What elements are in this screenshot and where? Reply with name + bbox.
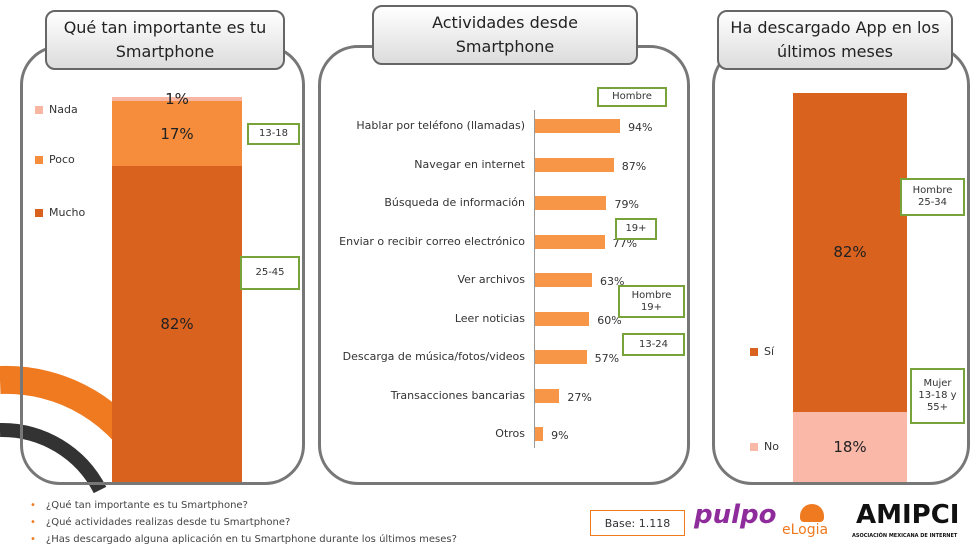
data-label: 94%: [628, 121, 653, 134]
category-label: Otros: [495, 427, 525, 440]
question: ¿Qué actividades realizas desde tu Smart…: [30, 517, 290, 528]
logo-subtitle: ASOCIACIÓN MEXICANA DE INTERNET: [852, 533, 958, 539]
legend-swatch: [750, 348, 758, 356]
callout: Hombre 25-34: [900, 178, 965, 216]
data-label: 17%: [160, 124, 194, 143]
question: ¿Qué tan importante es tu Smartphone?: [30, 500, 248, 511]
category-label: Enviar o recibir correo electrónico: [339, 234, 525, 248]
logo: eLogia: [782, 522, 829, 538]
data-label: 9%: [551, 429, 569, 442]
data-label: 87%: [621, 159, 647, 173]
logo: pulpo: [694, 500, 777, 530]
bar: [535, 119, 621, 133]
data-label: 60%: [597, 313, 622, 327]
legend-swatch: [35, 106, 43, 114]
legend-swatch: [750, 443, 758, 451]
logo-icon: [800, 504, 824, 522]
data-label: 82%: [833, 243, 867, 262]
callout: 13-24: [622, 333, 685, 356]
callout: 25-45: [240, 256, 300, 290]
data-label: 63%: [600, 275, 625, 288]
callout: Mujer 13-18 y 55+: [910, 368, 965, 424]
data-label: 27%: [567, 390, 592, 404]
category-label: Leer noticias: [454, 311, 525, 325]
bar-segment: [112, 100, 242, 167]
callout: Hombre 19+: [618, 285, 685, 318]
callout: 19+: [615, 218, 657, 240]
bar: [535, 388, 560, 403]
legend-label: Nada: [49, 103, 78, 116]
bar: [535, 157, 614, 172]
chart-title: Ha descargado App en los últimos meses: [717, 10, 953, 70]
category-label: Ver archivos: [457, 273, 525, 286]
bar: [535, 273, 592, 287]
category-label: Búsqueda de información: [384, 196, 525, 209]
callout: 13-18: [247, 123, 300, 145]
base-note: Base: 1.118: [590, 510, 685, 536]
bar: [535, 234, 605, 249]
bar: [535, 427, 544, 441]
bar-segment: [793, 411, 907, 482]
callout: Hombre: [597, 87, 667, 107]
data-label: 1%: [165, 90, 189, 108]
data-label: 79%: [614, 198, 639, 211]
legend-swatch: [35, 209, 43, 217]
legend-swatch: [35, 156, 43, 164]
legend-label: Sí: [764, 345, 775, 358]
legend-label: Mucho: [49, 206, 86, 219]
chart-title: Actividades desde Smartphone: [372, 5, 638, 65]
category-label: Descarga de música/fotos/videos: [342, 350, 525, 363]
chart-title: Qué tan importante es tu Smartphone: [45, 10, 285, 70]
bar: [535, 196, 607, 210]
axis-line: [534, 110, 535, 448]
category-label: Navegar en internet: [414, 157, 525, 171]
logo: AMIPCI: [856, 500, 960, 530]
panel: [318, 45, 690, 485]
bar-segment: [112, 97, 242, 101]
category-label: Hablar por teléfono (llamadas): [356, 119, 525, 132]
bar-segment: [793, 93, 907, 412]
question: ¿Has descargado alguna aplicación en tu …: [30, 534, 457, 545]
data-label: 57%: [594, 352, 620, 365]
data-label: 18%: [833, 437, 867, 456]
bar-segment: [112, 166, 242, 482]
bar: [535, 311, 590, 326]
data-label: 82%: [160, 315, 194, 334]
category-label: Transacciones bancarias: [390, 388, 525, 402]
legend-label: No: [764, 440, 779, 453]
legend-label: Poco: [49, 153, 75, 166]
bar: [535, 350, 587, 364]
